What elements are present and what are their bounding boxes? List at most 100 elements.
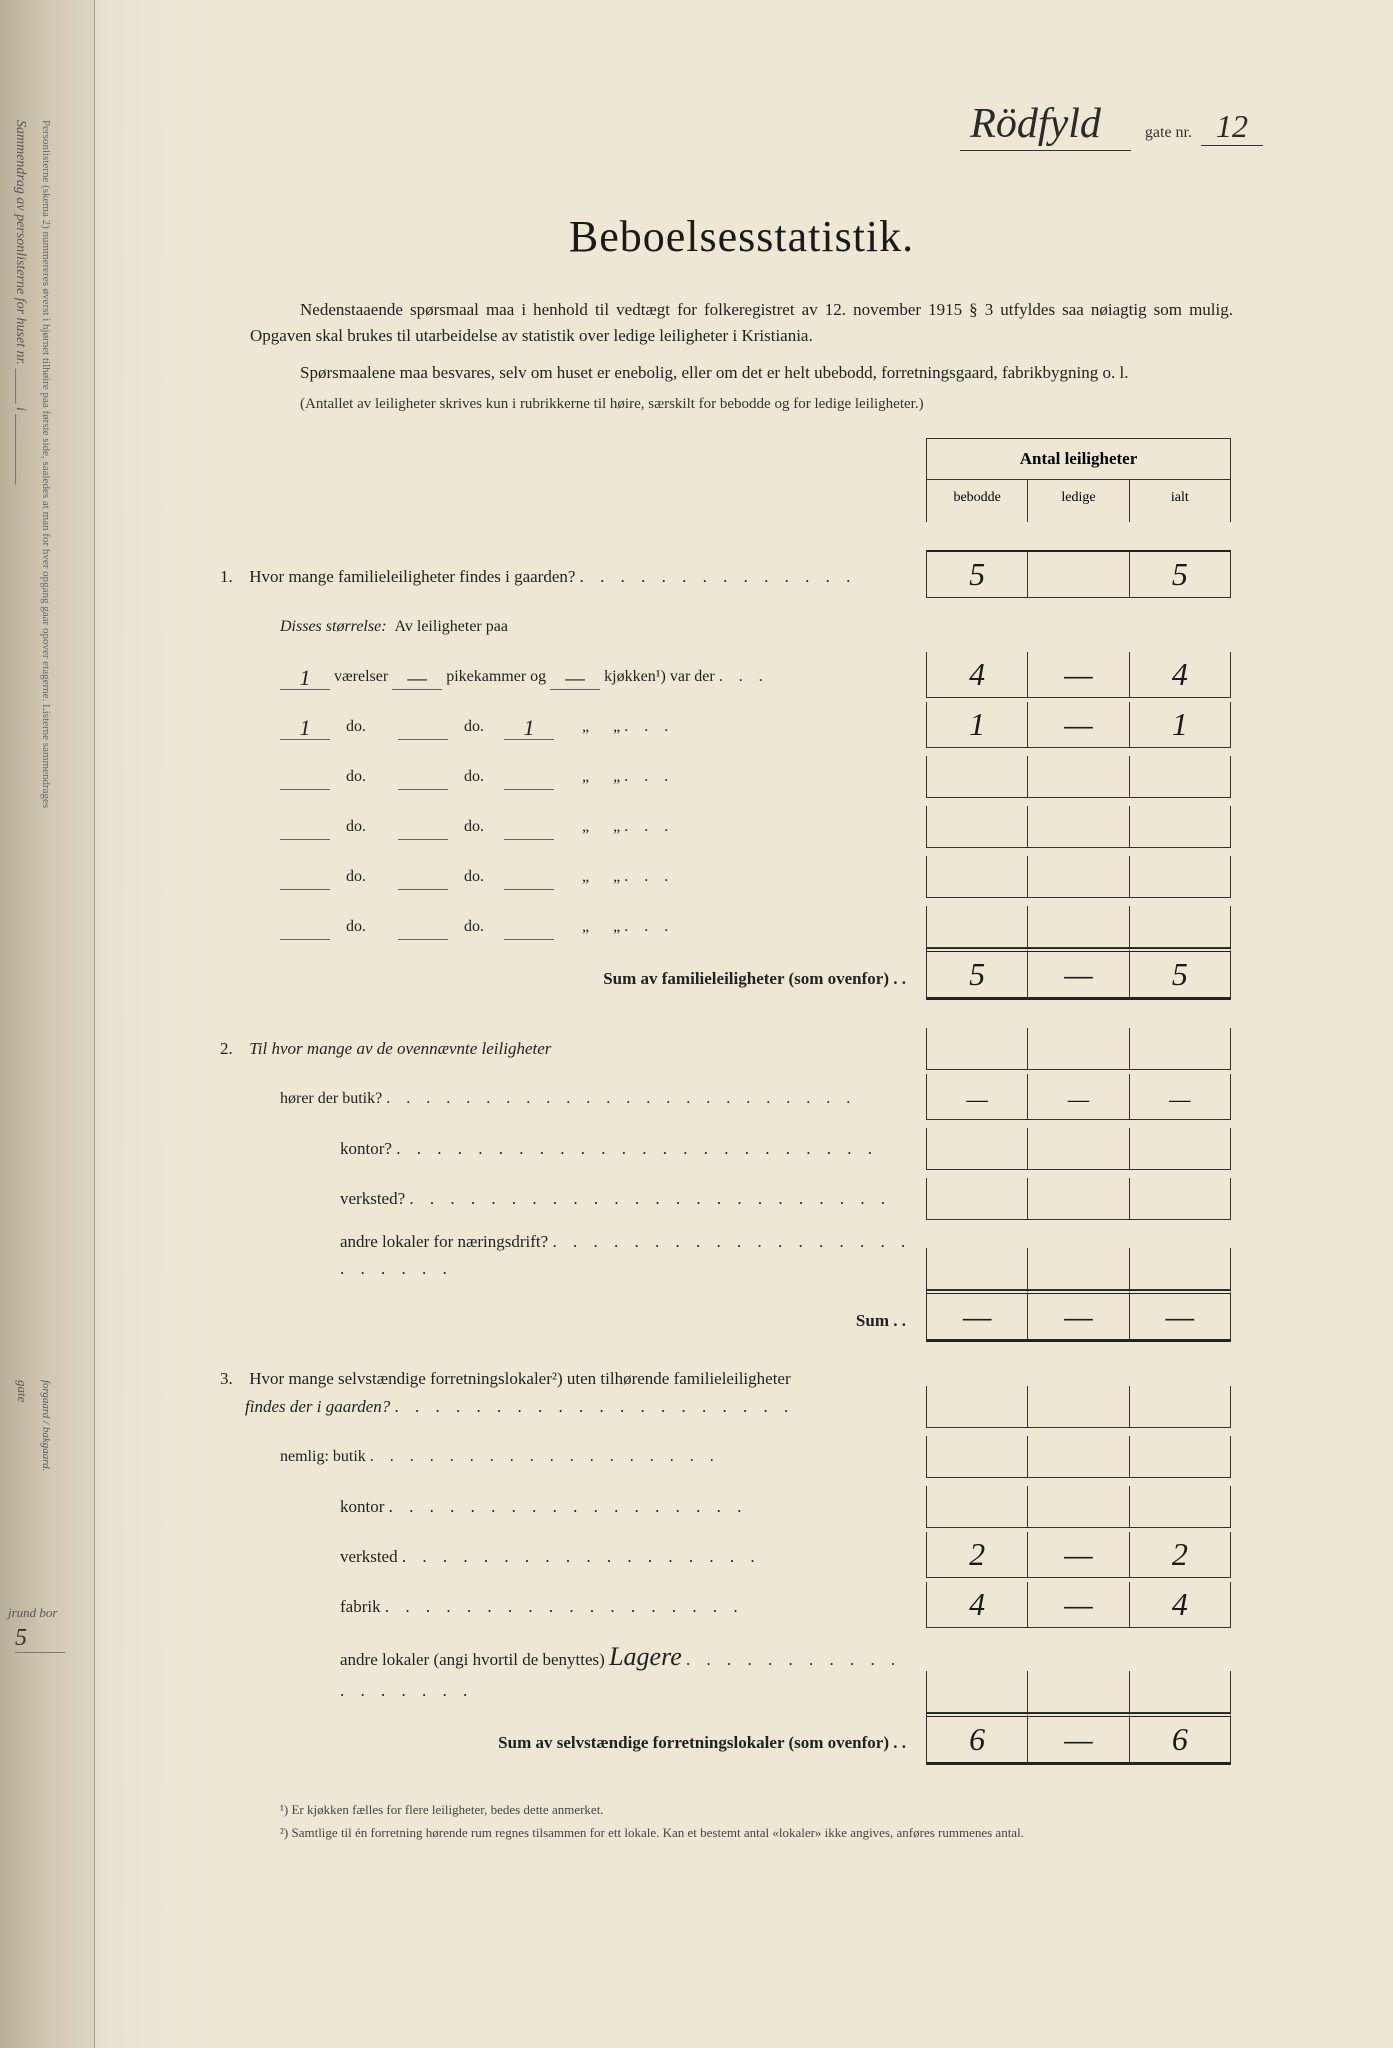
q1-size-row: do. do. „ „ . . . — [190, 748, 1293, 798]
form-title: Beboelsesstatistik. — [190, 211, 1293, 262]
q3-sum-label: Sum av selvstændige forretningslokaler (… — [190, 1721, 926, 1764]
q2-sum-ialt: — — [1130, 1290, 1231, 1342]
q1-row-bebodde: 1 — [927, 702, 1028, 748]
q1-row-bebodde — [927, 906, 1028, 948]
q2-number: 2. — [220, 1035, 245, 1062]
q3-cell-ledige — [1028, 1436, 1129, 1478]
spine-gate-label: gate — [14, 1380, 30, 1402]
q3-cell-bebodde — [927, 1436, 1028, 1478]
q1-disses-row: Disses størrelse: Av leiligheter paa — [190, 598, 1293, 648]
q2-cell-bebodde — [927, 1178, 1028, 1220]
q1-sum-bebodde: 5 — [927, 948, 1028, 1000]
q1-row-bebodde: 4 — [927, 652, 1028, 698]
q2-cell-ledige: — — [1028, 1074, 1129, 1120]
q1-avleil-label: Av leiligheter paa — [395, 618, 508, 635]
q3-text-b: findes der i gaarden? — [220, 1397, 390, 1416]
q1-row-bebodde — [927, 756, 1028, 798]
q1-size-row: do. do. „ „ . . . — [190, 848, 1293, 898]
binding-spine: Sammendrag av personlisterne for huset n… — [0, 0, 95, 2048]
q1-row-ledige: — — [1028, 702, 1129, 748]
q2-cell-ialt: — — [1130, 1074, 1231, 1120]
q3-cell-bebodde: 4 — [927, 1582, 1028, 1628]
q3-cell-ledige — [1028, 1671, 1129, 1713]
q1-row-ledige — [1028, 906, 1129, 948]
q2-cell-ialt — [1130, 1248, 1231, 1290]
q2-line-row: andre lokaler for næringsdrift? . . . . … — [190, 1220, 1293, 1290]
q1-row-ledige: — — [1028, 652, 1129, 698]
q1-disses-label: Disses størrelse: — [280, 618, 387, 635]
q1-row-bebodde — [927, 856, 1028, 898]
q1-cell-ledige — [1028, 550, 1129, 598]
q1-sum-row: Sum av familieleiligheter (som ovenfor) … — [190, 948, 1293, 1000]
q1-row-ialt — [1130, 756, 1231, 798]
q2-sum-label: Sum . . — [190, 1299, 926, 1342]
q1-sum-ledige: — — [1028, 948, 1129, 1000]
gate-nr-handwritten: 12 — [1201, 108, 1263, 146]
q2-line-row: hører der butik? . . . . . . . . . . . .… — [190, 1070, 1293, 1120]
q3-number: 3. — [220, 1365, 245, 1392]
q3-cell-ledige — [1028, 1486, 1129, 1528]
q3-cell-bebodde: 2 — [927, 1532, 1028, 1578]
column-group-label: Antal leiligheter — [927, 439, 1230, 480]
q2-cell-ialt — [1130, 1178, 1231, 1220]
spine-rund-bor: jrund bor — [8, 1605, 57, 1621]
street-name-handwritten: Rödfyld — [960, 100, 1131, 151]
column-ledige: ledige — [1028, 480, 1129, 522]
q2-cell-ledige — [1028, 1178, 1129, 1220]
q3-main-ledige — [1028, 1386, 1129, 1428]
q3-line-row: fabrik . . . . . . . . . . . . . . . . .… — [190, 1578, 1293, 1628]
spine-summary-text: Sammendrag av personlisterne for huset n… — [12, 120, 28, 484]
q1-sum-label: Sum av familieleiligheter (som ovenfor) … — [190, 957, 926, 1000]
gate-nr-label: gate nr. — [1145, 124, 1192, 141]
footnote-2: ²) Samtlige til én forretning hørende ru… — [280, 1823, 1213, 1843]
q1-row-ialt — [1130, 856, 1231, 898]
q2-cell-bebodde: — — [927, 1074, 1028, 1120]
q3-main-bebodde — [927, 1386, 1028, 1428]
q2-line-row: verksted? . . . . . . . . . . . . . . . … — [190, 1170, 1293, 1220]
column-header-group: Antal leiligheter bebodde ledige ialt — [926, 438, 1231, 522]
q3-cell-ialt — [1130, 1436, 1231, 1478]
column-bebodde: bebodde — [927, 480, 1028, 522]
q1-row-ledige — [1028, 756, 1129, 798]
q1-sum-ialt: 5 — [1130, 948, 1231, 1000]
q3-sum-ialt: 6 — [1130, 1713, 1231, 1765]
q3-cell-ialt — [1130, 1486, 1231, 1528]
q3-sum-row: Sum av selvstændige forretningslokaler (… — [190, 1713, 1293, 1765]
q2-text: Til hvor mange av de ovennævnte leilighe… — [249, 1039, 551, 1058]
q2-cell-ialt — [1130, 1128, 1231, 1170]
q3-sum-ledige: — — [1028, 1713, 1129, 1765]
intro-paragraph-1: Nedenstaaende spørsmaal maa i henhold ti… — [250, 297, 1233, 350]
q1-row-ledige — [1028, 806, 1129, 848]
q3-cell-bebodde — [927, 1671, 1028, 1713]
q3-main-ialt — [1130, 1386, 1231, 1428]
q3-cell-ialt — [1130, 1671, 1231, 1713]
spine-instruction-text: Personlisterne (skema 2) nummereres øver… — [40, 120, 52, 808]
q1-text: 1. Hvor mange familieleiligheter findes … — [190, 555, 926, 598]
q3-cell-ialt: 4 — [1130, 1582, 1231, 1628]
q3-sum-bebodde: 6 — [927, 1713, 1028, 1765]
spine-forgaard-label: forgaard / bakgaard. — [40, 1380, 52, 1471]
q1-number: 1. — [220, 563, 245, 590]
q3-line-row: verksted . . . . . . . . . . . . . . . .… — [190, 1528, 1293, 1578]
q3-line-row: kontor . . . . . . . . . . . . . . . . .… — [190, 1478, 1293, 1528]
q1-row-ialt: 4 — [1130, 652, 1231, 698]
q3-cell-ialt: 2 — [1130, 1532, 1231, 1578]
q2-sum-bebodde: — — [927, 1290, 1028, 1342]
q3-cell-ledige: — — [1028, 1582, 1129, 1628]
q3-cell-ledige: — — [1028, 1532, 1129, 1578]
q1-cell-ialt: 5 — [1130, 550, 1231, 598]
intro-note: (Antallet av leiligheter skrives kun i r… — [300, 396, 1233, 413]
address-header: Rödfyld gate nr. 12 — [190, 100, 1293, 151]
q1-size-row: do. do. „ „ . . . — [190, 898, 1293, 948]
q1-row-bebodde — [927, 806, 1028, 848]
q2-cell-ledige — [1028, 1248, 1129, 1290]
q3-text-a: Hvor mange selvstændige forretningslokal… — [249, 1369, 790, 1388]
q2-cell-bebodde — [927, 1128, 1028, 1170]
q2-line-row: kontor? . . . . . . . . . . . . . . . . … — [190, 1120, 1293, 1170]
form-body: Rödfyld gate nr. 12 Beboelsesstatistik. … — [95, 0, 1393, 2048]
q1-cell-bebodde: 5 — [927, 550, 1028, 598]
spine-handwritten-five: 5 — [15, 1625, 65, 1653]
q3-line-row: nemlig: butik . . . . . . . . . . . . . … — [190, 1428, 1293, 1478]
questions-container: 1. Hvor mange familieleiligheter findes … — [190, 438, 1293, 1765]
q2-cell-bebodde — [927, 1248, 1028, 1290]
